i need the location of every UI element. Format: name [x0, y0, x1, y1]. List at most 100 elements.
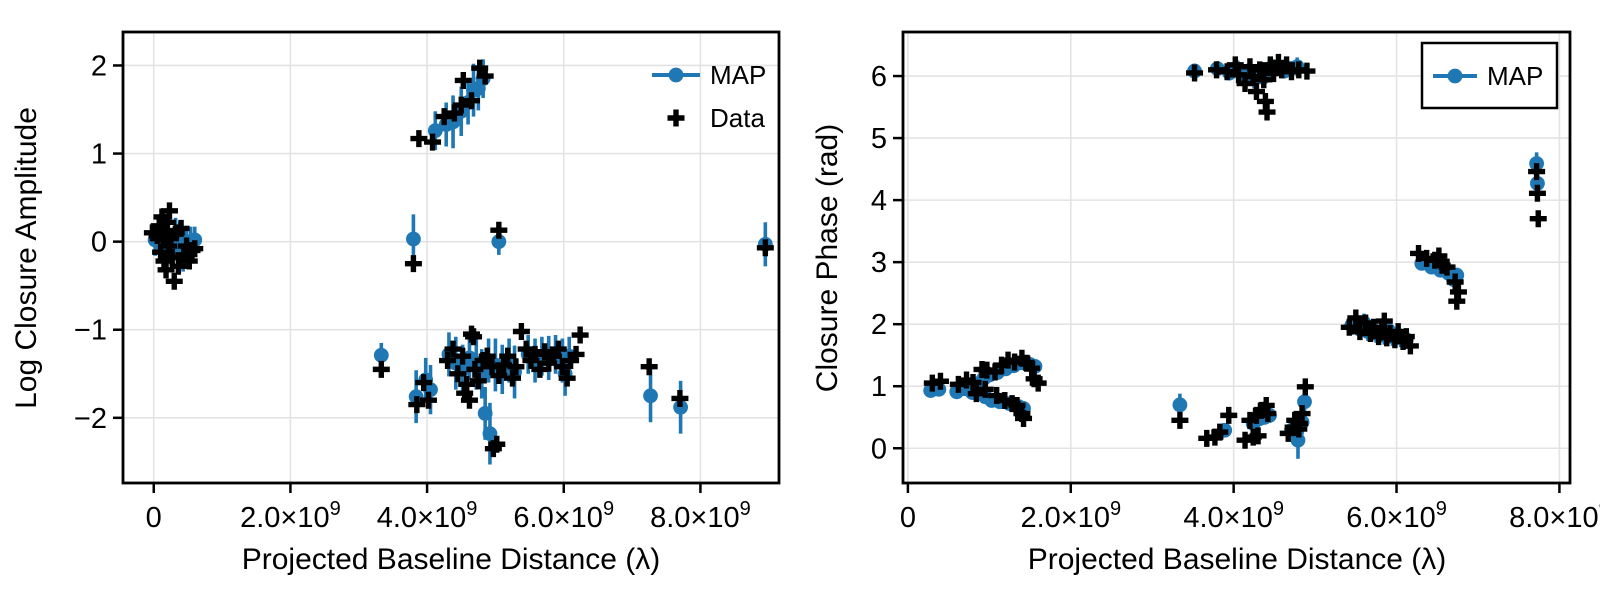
data-point — [165, 272, 183, 290]
axes-frame — [121, 30, 781, 485]
data-point — [160, 202, 178, 220]
data-point — [517, 340, 535, 358]
data-point — [1397, 328, 1415, 346]
map-point — [477, 406, 493, 421]
axes-frame — [901, 30, 1572, 485]
data-point — [1255, 71, 1273, 89]
y-tick-label: 5 — [871, 123, 887, 155]
data-point — [460, 391, 478, 409]
data-point — [1438, 258, 1456, 276]
data-point — [640, 358, 658, 376]
y-tick-label: 4 — [871, 185, 887, 217]
data-point — [964, 374, 982, 392]
data-point — [1446, 273, 1464, 291]
data-point — [512, 322, 530, 340]
x-tick-label: 2.0×109 — [1020, 498, 1121, 534]
right-plot-closure-phase: 02.0×1094.0×1096.0×1098.0×1090123456MAP … — [811, 30, 1600, 576]
data-point — [372, 360, 390, 378]
map-point — [1530, 175, 1545, 191]
tick-marks — [113, 64, 702, 493]
data-point — [476, 67, 494, 85]
data-point — [415, 374, 433, 392]
y-tick-label: 1 — [91, 139, 107, 171]
x-tick-label: 6.0×109 — [1346, 498, 1447, 534]
data-point — [463, 92, 480, 110]
data-point — [1249, 427, 1267, 445]
data-point — [976, 380, 994, 398]
x-tick-label: 4.0×109 — [377, 498, 478, 534]
data-point — [1449, 283, 1467, 301]
data-point — [967, 385, 985, 403]
data-point — [1211, 423, 1229, 441]
map-point — [491, 234, 507, 250]
data-point — [408, 396, 426, 414]
data-point — [1029, 374, 1047, 392]
y-tick-label: 0 — [871, 433, 887, 465]
data-point — [558, 369, 576, 387]
data-point — [465, 328, 483, 346]
data-point — [186, 240, 204, 258]
tick-marks — [893, 74, 1561, 493]
x-tick-label: 4.0×109 — [1183, 498, 1284, 534]
x-tick-label: 0 — [900, 502, 916, 534]
data-point — [419, 391, 437, 409]
data-point — [1340, 318, 1358, 336]
map-point — [406, 231, 421, 247]
map-point — [673, 399, 688, 415]
data-point — [531, 360, 549, 378]
map-point — [373, 347, 389, 363]
data-point — [490, 221, 508, 239]
legend-label: MAP — [710, 60, 766, 90]
data-point — [452, 96, 470, 114]
data-point — [504, 369, 521, 387]
data-point — [454, 347, 472, 365]
x-tick-label: 8.0×109 — [1509, 498, 1600, 534]
data-point — [756, 239, 774, 257]
y-tick-label: −2 — [74, 403, 107, 435]
data-point — [1296, 378, 1314, 396]
left-plot-log-closure-amplitude: 0 2.0×109 4.0×109 6.0×109 8.0×109 −2 −1 0 1 2 MAP D… — [10, 30, 781, 576]
data-point — [1528, 163, 1546, 181]
data-point — [410, 130, 428, 148]
map-point — [643, 388, 658, 404]
plus-markers — [923, 53, 1547, 449]
series-data — [923, 53, 1547, 449]
data-point — [435, 108, 453, 126]
data-point — [1171, 411, 1189, 429]
data-point — [1186, 64, 1204, 82]
data-point — [172, 219, 190, 237]
data-point — [931, 372, 949, 390]
legend: MAP Data — [652, 60, 766, 133]
data-point — [458, 375, 476, 393]
data-point — [1375, 312, 1393, 330]
data-point — [1251, 61, 1269, 79]
data-point — [157, 261, 175, 279]
data-point — [1220, 406, 1238, 424]
y-tick-label: 0 — [91, 227, 107, 259]
left-plot-x-axis-title: Projected Baseline Distance (λ) — [242, 543, 661, 576]
y-tick-label: 2 — [871, 309, 887, 341]
right-plot-x-axis-title: Projected Baseline Distance (λ) — [1028, 543, 1447, 576]
right-plot-content: 0 2.0×109 4.0×109 6.0×109 8.0×109 0 1 2 3 4 5 6 MAP — [871, 30, 1600, 534]
legend-map-marker — [668, 67, 684, 83]
map-point — [1172, 397, 1188, 413]
y-tick-label: 6 — [871, 61, 887, 93]
data-point — [1347, 309, 1365, 327]
legend-data-marker — [667, 109, 685, 127]
data-point — [1241, 58, 1259, 76]
left-plot-y-axis-title: Log Closure Amplitude — [10, 107, 43, 409]
data-point — [507, 358, 525, 376]
x-tick-label: 0 — [146, 502, 162, 534]
data-point — [1015, 409, 1033, 427]
data-point — [1259, 405, 1277, 423]
gridlines — [123, 32, 779, 483]
data-point — [169, 257, 187, 275]
data-point — [1247, 83, 1265, 101]
data-point — [1258, 103, 1276, 121]
data-point — [549, 340, 567, 358]
data-point — [1230, 66, 1248, 84]
data-point — [567, 345, 585, 363]
data-point — [454, 71, 472, 89]
series-data — [143, 59, 774, 458]
data-point — [466, 360, 484, 378]
